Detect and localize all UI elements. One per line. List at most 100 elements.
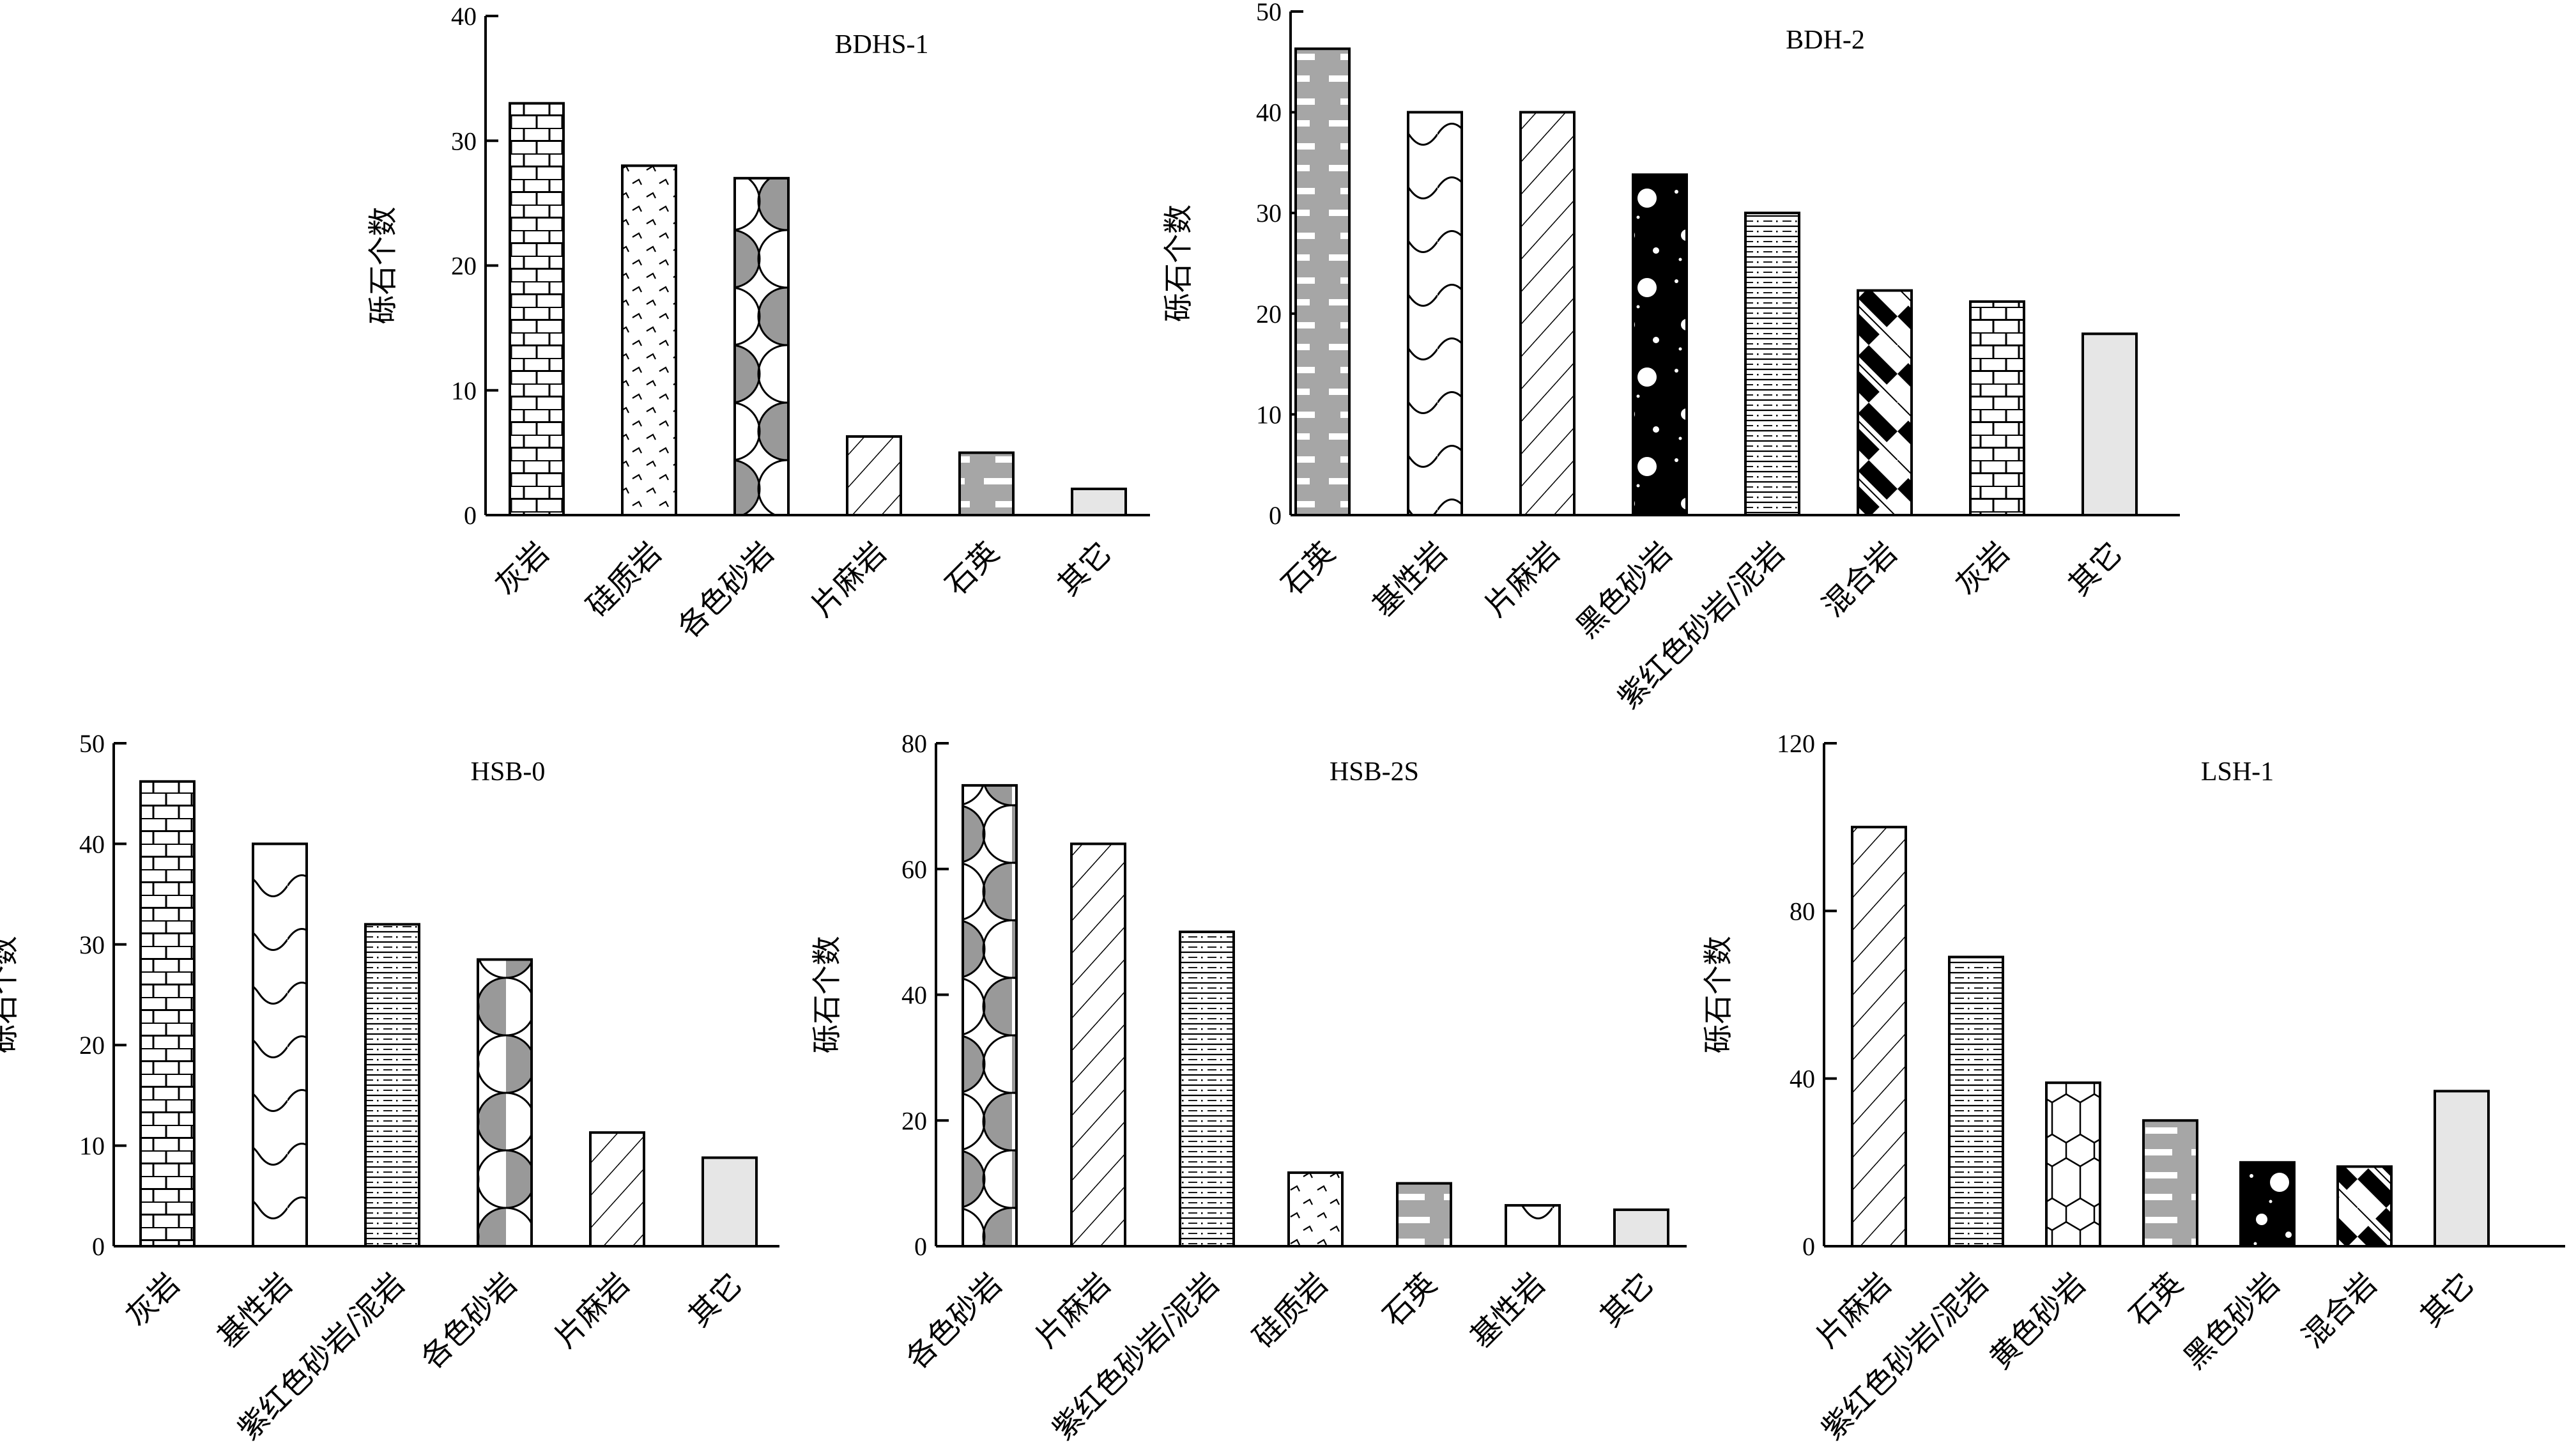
chart-title: LSH-1 [2201,757,2274,787]
y-tick-label: 40 [79,830,105,858]
y-axis-title: 砾石个数 [1161,205,1195,322]
bar-quartz [2142,1119,2198,1247]
chart-title: BDHS-1 [834,30,928,59]
y-tick-label: 120 [1777,729,1815,758]
bar-dashline [1948,955,2004,1247]
category-label: 灰岩 [119,1267,187,1334]
category-label: 基性岩 [211,1267,300,1355]
category-label: 各色砂岩 [900,1267,1009,1377]
category-label: 其它 [2062,536,2129,603]
bar-plain [702,1156,758,1248]
bar-scallop [733,176,790,516]
bar-dots [1632,173,1688,516]
y-tick-label: 40 [1256,98,1282,127]
y-tick-label: 10 [451,376,477,405]
category-label: 黄色砂岩 [1983,1267,2093,1377]
category-label: 其它 [1051,536,1118,603]
y-tick-label: 10 [79,1132,105,1161]
category-label: 紫红色砂岩/泥岩 [1815,1267,1996,1448]
chart-panel-1: 0 10 20 30 40 砾石个数 BDHS-1 灰岩 硅质岩 各色砂岩 片麻岩 石英 其它 [365,2,1150,645]
bar-hatch [1070,842,1126,1247]
category-label: 其它 [1593,1267,1660,1334]
bar-hatch [1519,111,1575,517]
category-label: 片麻岩 [805,536,894,624]
y-tick-label: 40 [1790,1065,1815,1093]
category-label: 混合岩 [2296,1267,2384,1355]
category-label: 各色砂岩 [415,1267,525,1377]
bar-chevron [1287,1171,1344,1247]
category-label: 石英 [1376,1267,1443,1334]
bar-weave [1857,289,1913,516]
bar-plain [1071,487,1127,516]
bar-dashline [1744,212,1800,516]
category-label: 硅质岩 [1246,1267,1335,1355]
bar-quartz [958,451,1015,516]
y-tick-label: 0 [92,1232,105,1261]
bar-wave [1407,111,1463,517]
bar-dashline [1179,931,1235,1247]
y-tick-label: 20 [79,1031,105,1060]
y-tick-label: 50 [79,729,105,758]
bar-plain [2434,1090,2490,1248]
y-tick-label: 30 [451,127,477,155]
chart-title: HSB-2S [1330,757,1419,787]
y-tick-label: 0 [1802,1232,1815,1261]
category-label: 石英 [2122,1267,2189,1334]
category-label: 混合岩 [1816,536,1905,624]
y-tick-label: 30 [79,931,105,959]
category-label: 灰岩 [1949,536,2016,603]
category-label: 黑色砂岩 [2177,1267,2287,1377]
bar-quartz [1396,1182,1452,1247]
y-axis-title: 砾石个数 [809,936,844,1054]
category-label: 石英 [1275,536,1342,603]
y-tick-label: 60 [901,855,927,884]
bar-scallop [477,958,533,1248]
y-tick-label: 40 [451,2,477,31]
y-axis-title: 砾石个数 [1701,936,1735,1054]
bar-plain [2082,332,2138,516]
y-tick-label: 80 [1790,897,1815,925]
bar-wave [1505,1204,1561,1248]
y-tick-label: 80 [901,729,927,758]
category-label: 其它 [2414,1267,2481,1334]
chart-panel-4: 020406080砾石个数HSB-2S各色砂岩 片麻岩紫红色砂岩/泥岩 硅质岩 石英基… [809,729,1687,1447]
bar-wave [252,842,308,1247]
bar-hexagon [2045,1081,2101,1247]
bar-weave [2336,1165,2393,1248]
bar-dashline [364,923,420,1247]
y-tick-label: 0 [914,1232,927,1261]
y-axis-title: 砾石个数 [365,207,400,325]
y-tick-label: 20 [1256,300,1282,328]
y-tick-label: 20 [901,1106,927,1135]
y-tick-label: 50 [1256,0,1282,26]
chart-title: BDH-2 [1786,26,1865,55]
bar-hatch [589,1131,645,1247]
y-tick-label: 0 [1269,501,1282,530]
category-label: 基性岩 [1464,1267,1552,1355]
y-tick-label: 30 [1256,199,1282,228]
bar-brick [139,780,195,1247]
category-label: 片麻岩 [548,1267,637,1355]
chart-title: HSB-0 [471,757,546,787]
category-label: 片麻岩 [1810,1267,1899,1355]
bar-chevron [621,164,677,516]
bar-hatch [1851,826,1907,1247]
bar-hatch [846,435,902,516]
bar-scallop [962,784,1018,1247]
category-label: 各色砂岩 [671,536,781,645]
bar-plain [1613,1208,1669,1248]
category-label: 其它 [682,1267,749,1334]
category-label: 硅质岩 [580,536,669,624]
y-tick-label: 40 [901,981,927,1010]
category-label: 石英 [939,536,1006,603]
category-label: 黑色砂岩 [1570,536,1680,645]
category-label: 片麻岩 [1478,536,1567,624]
y-axis-title: 砾石个数 [0,936,21,1054]
bar-quartz [1294,47,1351,516]
category-label: 灰岩 [489,536,556,603]
y-tick-label: 0 [464,501,477,530]
y-tick-label: 20 [451,252,477,281]
